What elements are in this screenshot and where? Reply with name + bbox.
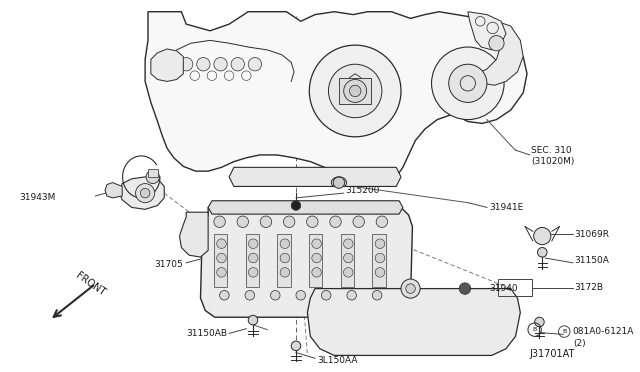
Circle shape — [534, 228, 551, 245]
Text: B: B — [562, 329, 566, 334]
Text: 31705: 31705 — [154, 260, 183, 269]
Text: (31020M): (31020M) — [531, 157, 574, 166]
Circle shape — [280, 253, 290, 263]
Text: B: B — [532, 327, 537, 332]
Circle shape — [372, 291, 382, 300]
Circle shape — [217, 239, 227, 248]
Circle shape — [271, 291, 280, 300]
Bar — [499, 279, 532, 296]
Circle shape — [260, 216, 272, 228]
Circle shape — [321, 291, 331, 300]
Circle shape — [375, 267, 385, 277]
Circle shape — [344, 253, 353, 263]
Circle shape — [136, 183, 155, 203]
Bar — [214, 234, 227, 287]
Circle shape — [284, 216, 295, 228]
Polygon shape — [307, 289, 520, 355]
Circle shape — [538, 247, 547, 257]
Text: (2): (2) — [573, 339, 586, 347]
Circle shape — [333, 177, 345, 188]
Text: 31941E: 31941E — [489, 203, 523, 212]
Circle shape — [248, 58, 262, 71]
Circle shape — [344, 80, 367, 102]
Text: SEC. 310: SEC. 310 — [531, 146, 572, 155]
Circle shape — [449, 64, 487, 102]
Text: 31150AB: 31150AB — [186, 329, 227, 338]
Circle shape — [179, 58, 193, 71]
Polygon shape — [119, 177, 164, 209]
Bar — [372, 234, 386, 287]
Bar — [339, 78, 371, 104]
Circle shape — [375, 253, 385, 263]
Text: J31701AT: J31701AT — [530, 349, 575, 359]
Circle shape — [312, 253, 321, 263]
Circle shape — [231, 58, 244, 71]
Polygon shape — [151, 49, 183, 81]
Text: 315200: 315200 — [346, 186, 380, 195]
Circle shape — [217, 267, 227, 277]
Circle shape — [146, 170, 159, 183]
Polygon shape — [105, 183, 122, 198]
Bar — [277, 234, 291, 287]
Circle shape — [237, 216, 248, 228]
Circle shape — [196, 58, 210, 71]
Circle shape — [401, 279, 420, 298]
Circle shape — [312, 267, 321, 277]
Polygon shape — [200, 208, 412, 317]
Circle shape — [344, 239, 353, 248]
Polygon shape — [229, 167, 401, 186]
Bar — [340, 234, 354, 287]
Circle shape — [248, 253, 258, 263]
Polygon shape — [208, 201, 403, 214]
Circle shape — [248, 267, 258, 277]
Circle shape — [328, 64, 382, 118]
Circle shape — [291, 341, 301, 351]
Text: 081A0-6121A: 081A0-6121A — [573, 327, 634, 336]
Polygon shape — [179, 212, 208, 257]
Text: 3L150AA: 3L150AA — [317, 356, 358, 365]
Circle shape — [353, 216, 364, 228]
Circle shape — [280, 267, 290, 277]
Circle shape — [349, 85, 361, 97]
Circle shape — [312, 239, 321, 248]
Circle shape — [296, 291, 305, 300]
Circle shape — [347, 291, 356, 300]
Circle shape — [406, 284, 415, 294]
Text: FRONT: FRONT — [74, 270, 107, 298]
Circle shape — [534, 317, 544, 327]
Circle shape — [330, 216, 341, 228]
Text: 31943M: 31943M — [19, 193, 56, 202]
Circle shape — [291, 201, 301, 210]
Circle shape — [376, 216, 388, 228]
Text: 31150A: 31150A — [575, 256, 610, 265]
Bar — [246, 234, 259, 287]
Circle shape — [248, 315, 258, 325]
Circle shape — [431, 47, 504, 120]
Circle shape — [307, 216, 318, 228]
Bar — [148, 169, 157, 177]
Circle shape — [245, 291, 255, 300]
Polygon shape — [468, 12, 506, 50]
Circle shape — [220, 291, 229, 300]
Circle shape — [280, 239, 290, 248]
Circle shape — [489, 36, 504, 51]
Circle shape — [344, 267, 353, 277]
Polygon shape — [145, 12, 527, 186]
Circle shape — [309, 45, 401, 137]
Circle shape — [460, 283, 470, 294]
Circle shape — [217, 253, 227, 263]
Bar — [309, 234, 323, 287]
Text: 3172B: 3172B — [575, 283, 604, 292]
Circle shape — [248, 239, 258, 248]
Polygon shape — [472, 21, 523, 85]
Text: 31940: 31940 — [489, 284, 518, 293]
Circle shape — [140, 188, 150, 198]
Circle shape — [214, 58, 227, 71]
Circle shape — [214, 216, 225, 228]
Circle shape — [375, 239, 385, 248]
Text: 31069R: 31069R — [575, 230, 610, 239]
